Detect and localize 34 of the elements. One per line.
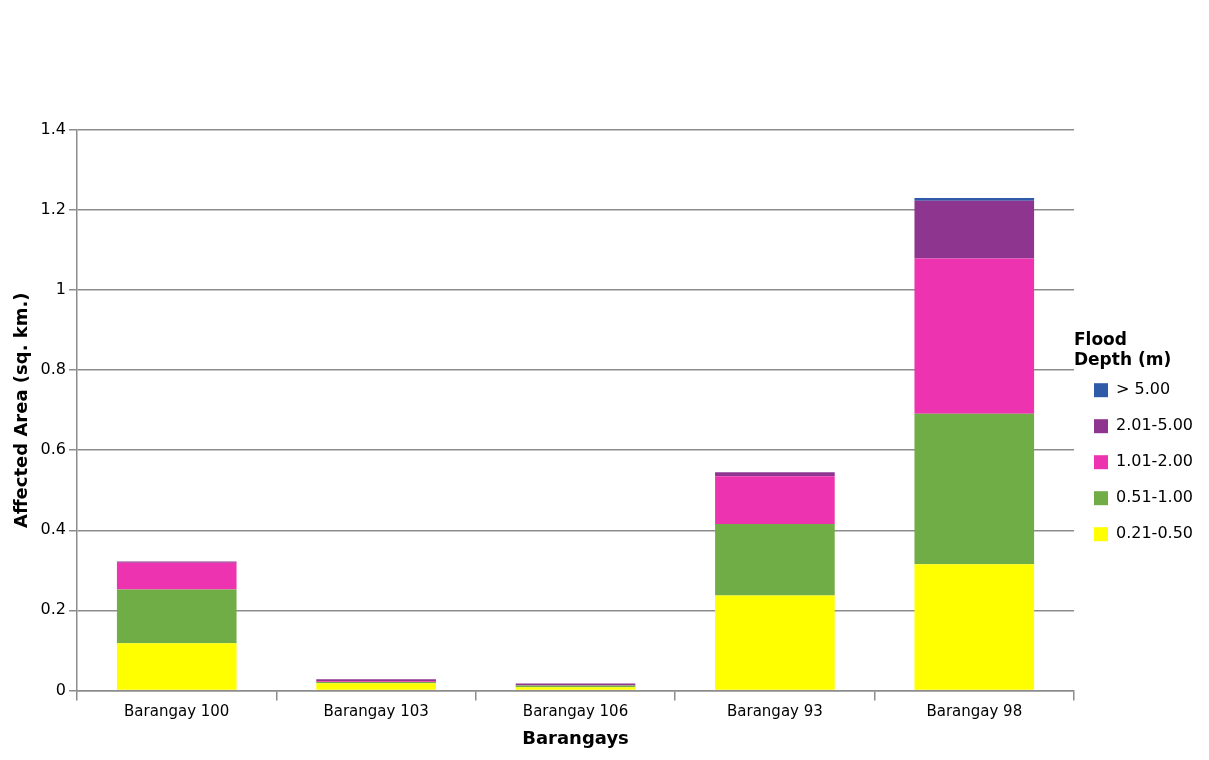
x-tick-label: Barangay 93 xyxy=(727,702,823,721)
bar xyxy=(914,564,1035,690)
bar xyxy=(715,476,835,524)
legend-label: 1.01-2.00 xyxy=(1115,451,1194,471)
y-tick-label: 0.8 xyxy=(40,359,67,379)
y-tick-label: 0.2 xyxy=(40,599,67,619)
bar xyxy=(116,643,237,690)
y-tick-label: 1.4 xyxy=(40,119,67,139)
bar xyxy=(715,472,835,477)
legend-label: 2.01-5.00 xyxy=(1115,415,1194,435)
bar xyxy=(914,413,1035,565)
y-tick-label: 1 xyxy=(55,279,67,299)
y-tick-label: 1.2 xyxy=(40,199,67,219)
bar xyxy=(316,683,436,690)
legend-label: 0.21-0.50 xyxy=(1115,523,1194,543)
x-tick-label: Barangay 106 xyxy=(522,702,629,721)
bar xyxy=(116,562,237,590)
y-tick-label: 0 xyxy=(55,679,67,699)
y-tick-label: 0.6 xyxy=(40,439,67,459)
x-axis-title: Barangays xyxy=(522,726,629,748)
bar xyxy=(715,595,835,690)
bar xyxy=(914,200,1035,259)
x-tick-label: Barangay 98 xyxy=(926,702,1023,721)
legend-label: > 5.00 xyxy=(1115,379,1171,399)
x-tick-label: Barangay 100 xyxy=(124,702,230,721)
bar xyxy=(715,523,835,596)
legend-label: 0.51-1.00 xyxy=(1115,487,1194,507)
legend-title: Flood Depth (m) xyxy=(1073,328,1172,370)
y-tick-label: 0.4 xyxy=(40,519,67,539)
bar xyxy=(914,198,1035,201)
y-axis-title: Affected Area (sq. km.) xyxy=(10,292,32,528)
bar xyxy=(914,258,1035,414)
bar xyxy=(116,589,237,644)
x-tick-label: Barangay 103 xyxy=(323,702,429,721)
